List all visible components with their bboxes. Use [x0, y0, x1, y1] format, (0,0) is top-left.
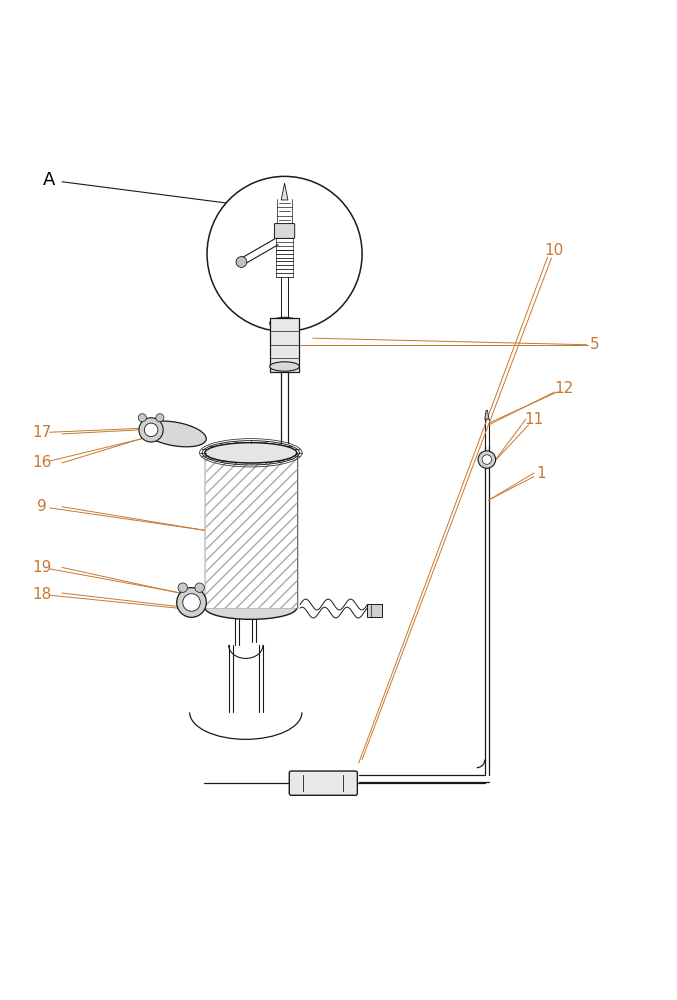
- Ellipse shape: [205, 596, 297, 619]
- Circle shape: [144, 423, 158, 437]
- Polygon shape: [485, 410, 489, 419]
- Ellipse shape: [143, 421, 206, 447]
- Text: 10: 10: [544, 243, 564, 258]
- Text: 12: 12: [554, 381, 574, 396]
- FancyBboxPatch shape: [367, 604, 382, 617]
- Text: 17: 17: [32, 425, 51, 440]
- Ellipse shape: [269, 317, 299, 329]
- Text: 9: 9: [37, 499, 47, 514]
- Circle shape: [207, 176, 362, 331]
- Circle shape: [178, 583, 188, 592]
- Text: 16: 16: [32, 455, 51, 470]
- Circle shape: [482, 455, 492, 464]
- Ellipse shape: [205, 443, 297, 463]
- Circle shape: [183, 594, 200, 611]
- Circle shape: [139, 418, 163, 442]
- Polygon shape: [281, 183, 288, 200]
- Bar: [205, 453, 297, 608]
- Text: 19: 19: [32, 560, 51, 575]
- Bar: [269, 318, 299, 372]
- Text: A: A: [43, 171, 55, 189]
- Ellipse shape: [269, 362, 299, 371]
- Circle shape: [195, 583, 204, 592]
- Circle shape: [236, 257, 247, 267]
- Circle shape: [177, 588, 206, 617]
- Text: 5: 5: [590, 337, 600, 352]
- Text: 1: 1: [536, 466, 546, 481]
- Text: 11: 11: [525, 412, 544, 427]
- Circle shape: [156, 414, 164, 422]
- Bar: [205, 453, 297, 608]
- Circle shape: [478, 451, 496, 468]
- FancyBboxPatch shape: [274, 224, 294, 238]
- Ellipse shape: [205, 443, 297, 463]
- Text: 18: 18: [32, 587, 51, 602]
- Circle shape: [138, 414, 146, 422]
- FancyBboxPatch shape: [289, 771, 357, 795]
